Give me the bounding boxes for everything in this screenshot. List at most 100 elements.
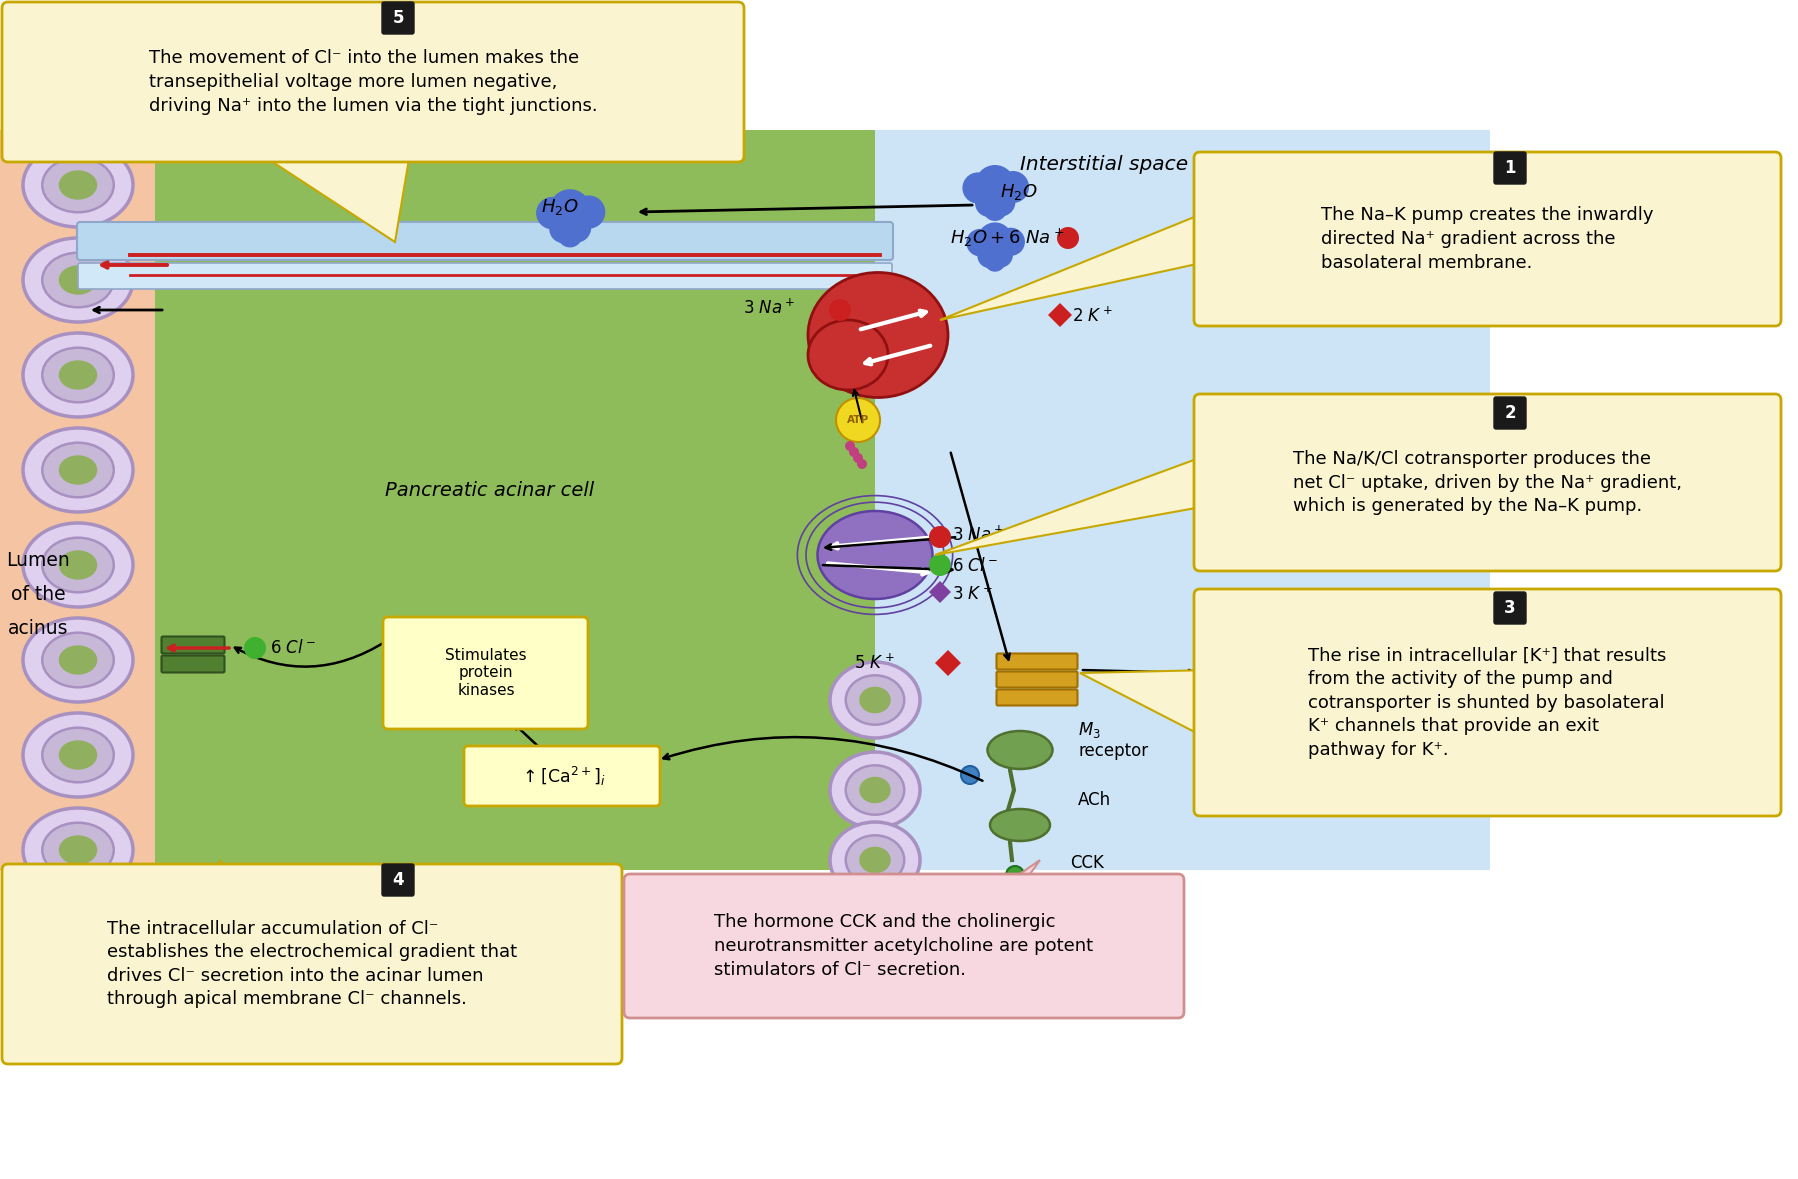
FancyBboxPatch shape bbox=[381, 864, 414, 896]
Circle shape bbox=[548, 189, 592, 231]
Circle shape bbox=[998, 171, 1028, 203]
Text: $3$ $Na^+$: $3$ $Na^+$ bbox=[743, 298, 795, 317]
Ellipse shape bbox=[23, 713, 133, 797]
Polygon shape bbox=[940, 215, 1199, 320]
Ellipse shape bbox=[41, 538, 113, 592]
Text: 3: 3 bbox=[1505, 599, 1516, 617]
FancyBboxPatch shape bbox=[162, 637, 225, 653]
Text: $6$ $Cl^-$: $6$ $Cl^-$ bbox=[270, 639, 316, 657]
Circle shape bbox=[985, 251, 1005, 271]
Circle shape bbox=[852, 453, 863, 463]
Text: 2: 2 bbox=[1505, 404, 1516, 422]
FancyBboxPatch shape bbox=[1194, 590, 1782, 816]
Circle shape bbox=[984, 197, 1007, 220]
Ellipse shape bbox=[23, 523, 133, 607]
Ellipse shape bbox=[23, 238, 133, 322]
Circle shape bbox=[829, 299, 850, 321]
Ellipse shape bbox=[59, 835, 97, 864]
Ellipse shape bbox=[831, 752, 921, 828]
Text: $5$ $K^+$: $5$ $K^+$ bbox=[854, 653, 895, 673]
Ellipse shape bbox=[41, 442, 113, 498]
Text: The hormone CCK and the cholinergic
neurotransmitter acetylcholine are potent
st: The hormone CCK and the cholinergic neur… bbox=[714, 914, 1093, 979]
Text: 5: 5 bbox=[392, 9, 405, 27]
Ellipse shape bbox=[59, 170, 97, 199]
Ellipse shape bbox=[41, 348, 113, 402]
Text: $\uparrow$[Ca$^{2+}$]$_i$: $\uparrow$[Ca$^{2+}$]$_i$ bbox=[520, 764, 606, 788]
Circle shape bbox=[930, 526, 951, 548]
Ellipse shape bbox=[831, 661, 921, 738]
Polygon shape bbox=[930, 581, 951, 602]
FancyBboxPatch shape bbox=[383, 617, 588, 729]
Ellipse shape bbox=[859, 686, 890, 713]
Ellipse shape bbox=[41, 633, 113, 687]
Ellipse shape bbox=[59, 551, 97, 580]
Ellipse shape bbox=[23, 332, 133, 417]
Ellipse shape bbox=[23, 428, 133, 512]
Text: $M_3$
receptor: $M_3$ receptor bbox=[1079, 719, 1149, 760]
FancyBboxPatch shape bbox=[1194, 394, 1782, 571]
Circle shape bbox=[962, 172, 994, 204]
Text: The intracellular accumulation of Cl⁻
establishes the electrochemical gradient t: The intracellular accumulation of Cl⁻ es… bbox=[106, 920, 518, 1008]
Text: CCK: CCK bbox=[1070, 854, 1104, 872]
FancyBboxPatch shape bbox=[77, 263, 892, 289]
Circle shape bbox=[1057, 228, 1079, 249]
Text: The Na/K/Cl cotransporter produces the
net Cl⁻ uptake, driven by the Na⁺ gradien: The Na/K/Cl cotransporter produces the n… bbox=[1293, 450, 1681, 515]
Text: acinus: acinus bbox=[7, 619, 68, 638]
Circle shape bbox=[978, 244, 1001, 268]
Text: 1: 1 bbox=[1505, 159, 1516, 177]
FancyBboxPatch shape bbox=[77, 222, 894, 261]
Ellipse shape bbox=[41, 158, 113, 212]
Circle shape bbox=[930, 554, 951, 577]
Polygon shape bbox=[935, 650, 960, 676]
Ellipse shape bbox=[41, 823, 113, 877]
Circle shape bbox=[975, 189, 1003, 217]
Circle shape bbox=[987, 187, 1016, 217]
Text: $H_2O$: $H_2O$ bbox=[541, 197, 579, 217]
Circle shape bbox=[245, 637, 266, 659]
FancyBboxPatch shape bbox=[996, 672, 1077, 687]
Text: The movement of Cl⁻ into the lumen makes the
transepithelial voltage more lumen : The movement of Cl⁻ into the lumen makes… bbox=[149, 50, 597, 114]
Circle shape bbox=[557, 223, 583, 248]
Polygon shape bbox=[822, 859, 1039, 1012]
Polygon shape bbox=[0, 130, 165, 870]
Circle shape bbox=[966, 229, 994, 256]
Text: $2$ $K^+$: $2$ $K^+$ bbox=[1072, 307, 1113, 325]
Polygon shape bbox=[1048, 303, 1072, 327]
Ellipse shape bbox=[23, 618, 133, 702]
Ellipse shape bbox=[991, 809, 1050, 841]
Text: $6$ $Cl^-$: $6$ $Cl^-$ bbox=[951, 556, 998, 575]
FancyBboxPatch shape bbox=[624, 874, 1185, 1017]
Text: $H_2O + 6$ $Na^+$: $H_2O + 6$ $Na^+$ bbox=[949, 226, 1064, 249]
Ellipse shape bbox=[807, 272, 948, 397]
Polygon shape bbox=[264, 156, 410, 242]
Ellipse shape bbox=[23, 808, 133, 893]
Ellipse shape bbox=[59, 455, 97, 485]
FancyBboxPatch shape bbox=[464, 746, 660, 806]
Polygon shape bbox=[155, 130, 890, 870]
Ellipse shape bbox=[23, 143, 133, 228]
Ellipse shape bbox=[845, 765, 904, 815]
Text: $3$ $K^+$: $3$ $K^+$ bbox=[951, 585, 992, 604]
FancyBboxPatch shape bbox=[996, 653, 1077, 670]
Text: Lumen: Lumen bbox=[5, 551, 70, 569]
Ellipse shape bbox=[987, 731, 1052, 769]
Ellipse shape bbox=[807, 320, 888, 390]
Ellipse shape bbox=[845, 676, 904, 725]
Circle shape bbox=[996, 228, 1025, 256]
Ellipse shape bbox=[859, 777, 890, 803]
FancyBboxPatch shape bbox=[1494, 397, 1527, 429]
Ellipse shape bbox=[818, 511, 933, 599]
Text: Pancreatic acinar cell: Pancreatic acinar cell bbox=[385, 481, 595, 500]
Circle shape bbox=[849, 447, 859, 457]
Polygon shape bbox=[876, 130, 1491, 870]
Ellipse shape bbox=[41, 252, 113, 308]
Circle shape bbox=[858, 459, 867, 469]
Text: $H_2O$: $H_2O$ bbox=[1000, 182, 1037, 202]
Ellipse shape bbox=[41, 727, 113, 783]
Ellipse shape bbox=[831, 822, 921, 898]
FancyBboxPatch shape bbox=[1494, 592, 1527, 624]
FancyBboxPatch shape bbox=[162, 656, 225, 672]
FancyBboxPatch shape bbox=[1194, 152, 1782, 327]
Circle shape bbox=[975, 165, 1016, 205]
Text: $3$ $Na^+$: $3$ $Na^+$ bbox=[951, 526, 1003, 545]
